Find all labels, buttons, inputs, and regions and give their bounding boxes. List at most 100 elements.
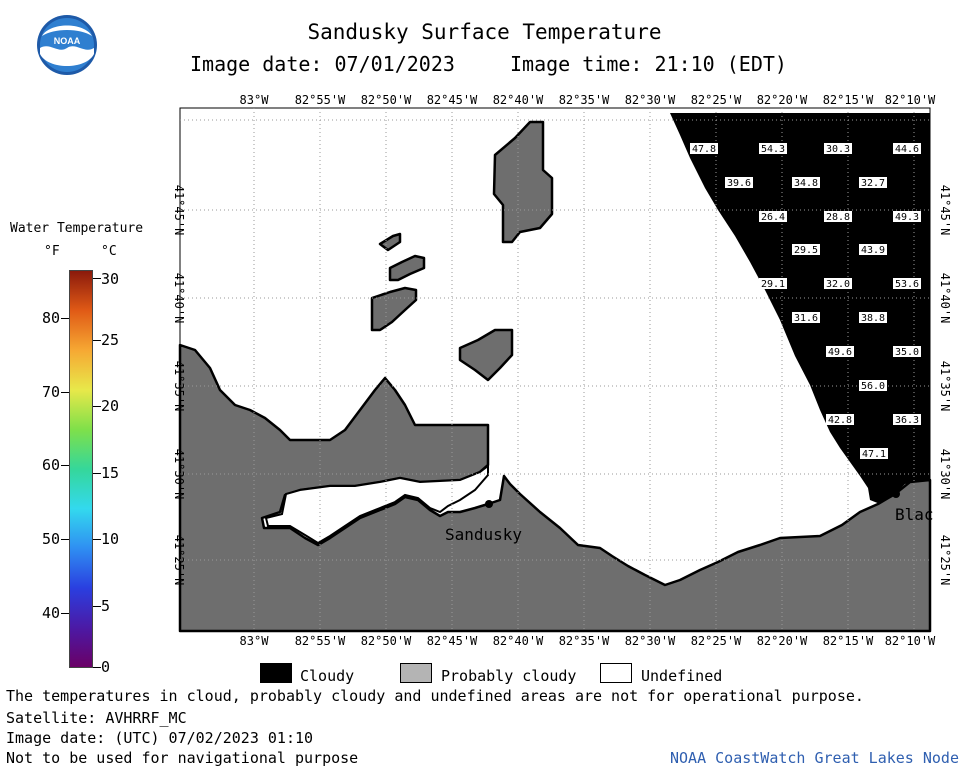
lon-label-bottom: 82°10'W xyxy=(885,634,936,648)
temp-label: 39.6 xyxy=(725,177,753,189)
undefined-swatch xyxy=(600,663,632,683)
legend-title: Water Temperature xyxy=(10,221,144,236)
temp-label: 36.3 xyxy=(893,414,921,426)
lon-label-bottom: 82°35'W xyxy=(559,634,610,648)
temp-label: 29.5 xyxy=(792,244,820,256)
temp-label: 44.6 xyxy=(893,143,921,155)
lon-label-top: 83°W xyxy=(240,93,270,107)
undefined-key-label: Undefined xyxy=(641,667,723,685)
noaa-logo: NOAA xyxy=(37,15,97,75)
lat-label-right: 41°30'N xyxy=(938,449,952,500)
temp-label: 32.0 xyxy=(824,278,852,290)
unit-celsius: °C xyxy=(101,244,117,259)
lon-label-top: 82°25'W xyxy=(691,93,742,107)
svg-text:32.7: 32.7 xyxy=(861,178,885,189)
lon-label-top: 82°20'W xyxy=(757,93,808,107)
temp-label: 53.6 xyxy=(893,278,921,290)
svg-text:30.3: 30.3 xyxy=(826,144,850,155)
svg-text:29.1: 29.1 xyxy=(761,279,785,290)
lon-label-bottom: 82°45'W xyxy=(427,634,478,648)
f-tick-label: 60 xyxy=(41,456,60,474)
image-time: Image time: 21:10 (EDT) xyxy=(510,52,787,76)
lat-label-right: 41°45'N xyxy=(938,185,952,236)
temp-label: 28.8 xyxy=(824,211,852,223)
temp-label: 49.6 xyxy=(826,346,854,358)
f-tick-label: 50 xyxy=(41,530,60,548)
svg-text:36.3: 36.3 xyxy=(895,415,919,426)
land-shoreline xyxy=(178,120,932,633)
lon-label-top: 82°30'W xyxy=(625,93,676,107)
lat-label-left: 41°45'N xyxy=(172,185,186,236)
cloudy-region xyxy=(670,113,930,504)
disclaimer-text: The temperatures in cloud, probably clou… xyxy=(6,687,864,705)
temp-label: 38.8 xyxy=(859,312,887,324)
credit-text: NOAA CoastWatch Great Lakes Node xyxy=(670,749,959,767)
temp-label: 49.3 xyxy=(893,211,921,223)
svg-text:54.3: 54.3 xyxy=(761,144,785,155)
lat-label-right: 41°40'N xyxy=(938,273,952,324)
svg-text:49.6: 49.6 xyxy=(828,347,852,358)
temp-label: 26.4 xyxy=(759,211,787,223)
lon-label-top: 82°40'W xyxy=(493,93,544,107)
c-tick-label: 20 xyxy=(101,397,120,415)
temp-label: 43.9 xyxy=(859,244,887,256)
svg-text:31.6: 31.6 xyxy=(794,313,818,324)
temp-label: 54.3 xyxy=(759,143,787,155)
lon-label-top: 82°35'W xyxy=(559,93,610,107)
svg-text:38.8: 38.8 xyxy=(861,313,885,324)
c-tick-label: 10 xyxy=(101,530,120,548)
temp-label: 47.8 xyxy=(690,143,718,155)
probably-cloudy-key-label: Probably cloudy xyxy=(441,667,577,685)
svg-text:49.3: 49.3 xyxy=(895,212,919,223)
f-tick-label: 40 xyxy=(41,604,60,622)
lat-label-left: 41°25'N xyxy=(172,535,186,586)
svg-text:NOAA: NOAA xyxy=(54,36,81,46)
temp-label: 34.8 xyxy=(792,177,820,189)
svg-text:26.4: 26.4 xyxy=(761,212,785,223)
lon-label-bottom: 82°55'W xyxy=(295,634,346,648)
temp-label: 42.8 xyxy=(826,414,854,426)
svg-text:53.6: 53.6 xyxy=(895,279,919,290)
cloudy-swatch xyxy=(260,663,292,683)
temp-label: 30.3 xyxy=(824,143,852,155)
c-tick-label: 30 xyxy=(101,270,120,288)
svg-text:32.0: 32.0 xyxy=(826,279,850,290)
svg-text:43.9: 43.9 xyxy=(861,245,885,256)
lon-label-top: 82°10'W xyxy=(885,93,936,107)
lon-label-bottom: 82°15'W xyxy=(823,634,874,648)
image-date: Image date: 07/01/2023 xyxy=(190,52,455,76)
utc-date-text: Image date: (UTC) 07/02/2023 01:10 xyxy=(6,729,314,747)
lon-label-bottom: 82°40'W xyxy=(493,634,544,648)
lat-label-left: 41°40'N xyxy=(172,273,186,324)
temp-label: 35.0 xyxy=(893,346,921,358)
lat-label-right: 41°25'N xyxy=(938,535,952,586)
unit-fahrenheit: °F xyxy=(44,244,60,259)
temp-label: 31.6 xyxy=(792,312,820,324)
svg-text:35.0: 35.0 xyxy=(895,347,919,358)
lon-label-bottom: 82°20'W xyxy=(757,634,808,648)
svg-text:28.8: 28.8 xyxy=(826,212,850,223)
lon-label-top: 82°45'W xyxy=(427,93,478,107)
temp-label: 47.1 xyxy=(860,448,888,460)
sandusky-label: Sandusky xyxy=(445,525,522,544)
temperature-colorbar xyxy=(69,270,93,668)
cloudy-key-label: Cloudy xyxy=(300,667,355,685)
blac-label: Blac xyxy=(895,505,934,524)
lat-label-left: 41°30'N xyxy=(172,449,186,500)
sandusky-marker xyxy=(485,500,493,508)
c-tick-label: 25 xyxy=(101,331,120,349)
c-tick-label: 15 xyxy=(101,464,120,482)
lat-label-right: 41°35'N xyxy=(938,361,952,412)
svg-text:29.5: 29.5 xyxy=(794,245,818,256)
lon-label-bottom: 82°30'W xyxy=(625,634,676,648)
svg-text:34.8: 34.8 xyxy=(794,178,818,189)
lat-lon-grid xyxy=(180,108,930,631)
temp-label: 32.7 xyxy=(859,177,887,189)
svg-text:44.6: 44.6 xyxy=(895,144,919,155)
lon-label-top: 82°55'W xyxy=(295,93,346,107)
c-tick-label: 0 xyxy=(101,658,111,676)
f-tick-label: 70 xyxy=(41,383,60,401)
lon-label-bottom: 82°50'W xyxy=(361,634,412,648)
lon-label-top: 82°15'W xyxy=(823,93,874,107)
lat-label-left: 41°35'N xyxy=(172,361,186,412)
